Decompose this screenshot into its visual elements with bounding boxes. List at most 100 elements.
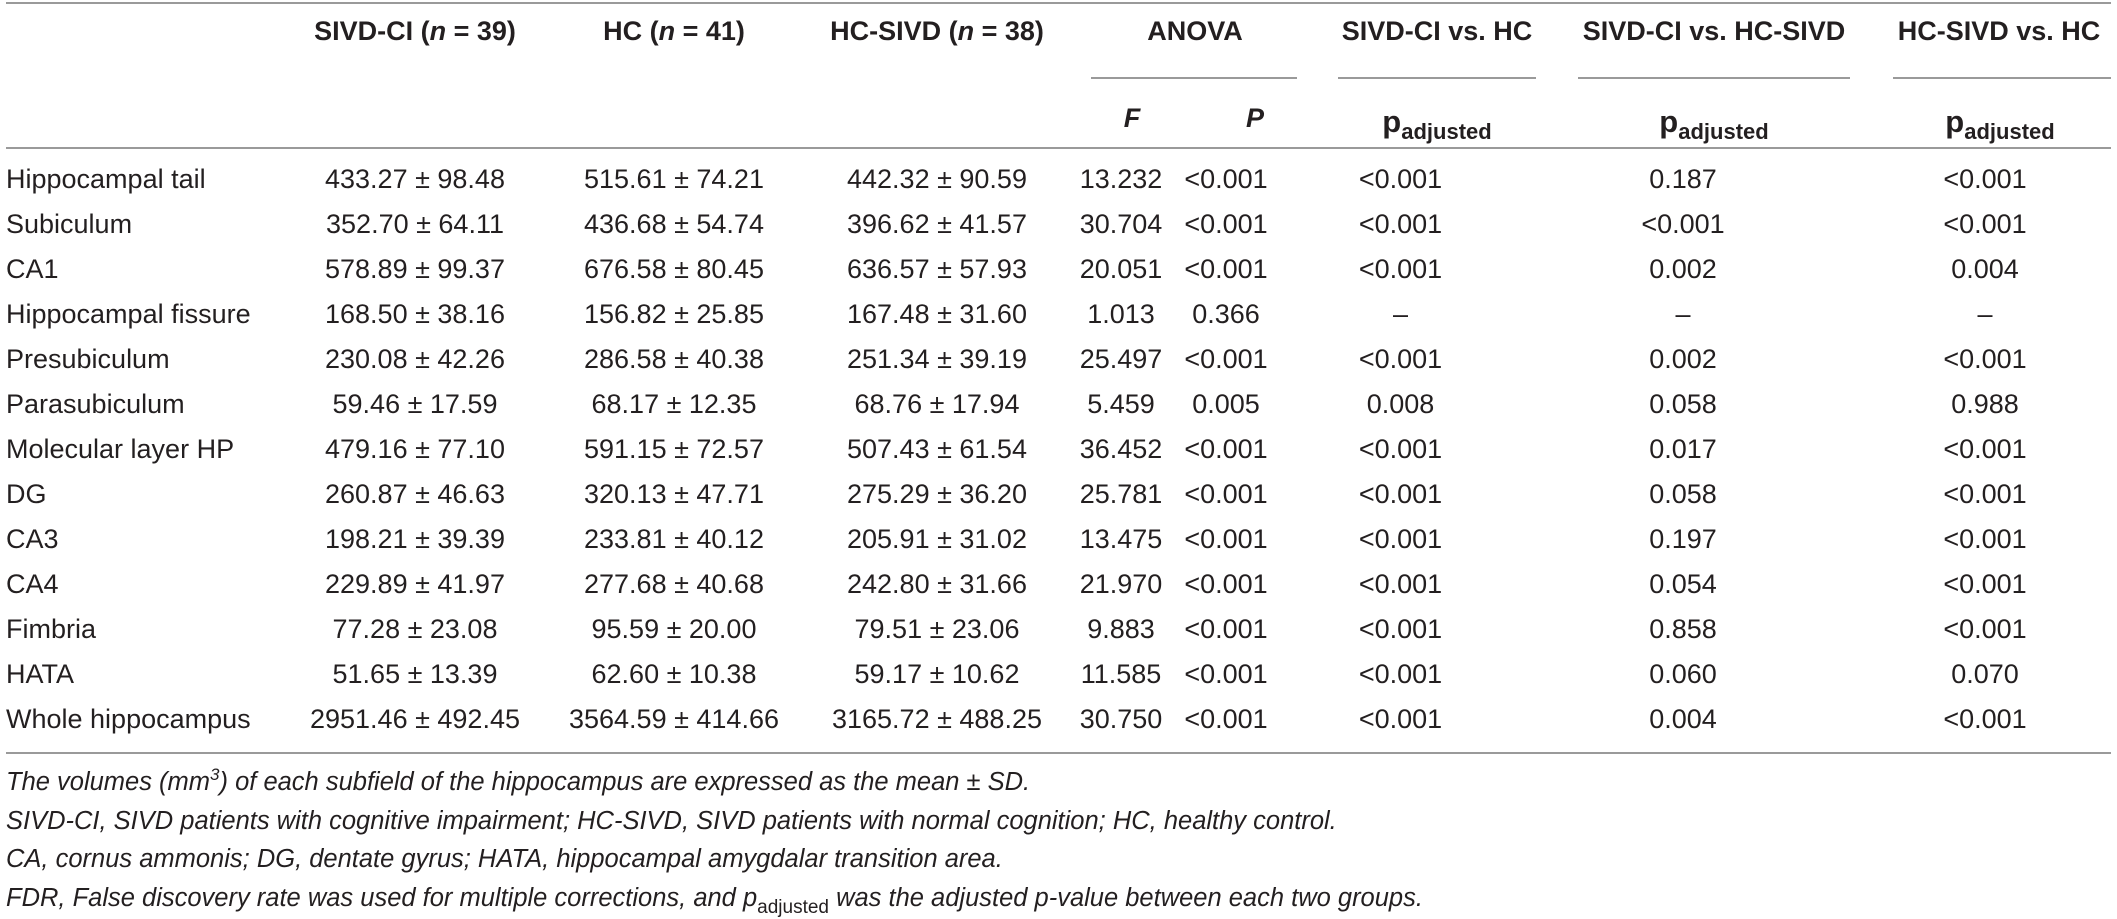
sivd-ci-vs-hc-sivd-p: 0.187 <box>1649 164 1717 194</box>
p-value: <0.001 <box>1184 164 1268 194</box>
hc-sivd-value: 59.17 ± 10.62 <box>854 659 1020 689</box>
hc-sivd-vs-hc-p: 0.070 <box>1951 659 2019 689</box>
hc-sivd-vs-hc-p: <0.001 <box>1943 164 2027 194</box>
sivd-ci-vs-hc-p: <0.001 <box>1358 659 1443 689</box>
hc-sivd-vs-hc-p: – <box>1977 299 1993 329</box>
header-p: P <box>1245 103 1265 133</box>
header-p-adjusted: padjusted <box>1945 104 2055 144</box>
p-value: <0.001 <box>1184 704 1268 734</box>
f-value: 36.452 <box>1079 434 1163 464</box>
sivd-ci-value: 578.89 ± 99.37 <box>325 254 505 284</box>
hc-sivd-value: 442.32 ± 90.59 <box>847 164 1027 194</box>
header-p-adjusted: padjusted <box>1659 104 1769 144</box>
sivd-ci-vs-hc-p: <0.001 <box>1358 254 1443 284</box>
hc-sivd-vs-hc-p: <0.001 <box>1943 524 2027 554</box>
f-value: 30.704 <box>1079 209 1163 239</box>
header-anova: ANOVA <box>1147 16 1243 46</box>
sivd-ci-vs-hc-sivd-p: <0.001 <box>1641 209 1725 239</box>
table-row: DG 260.87 ± 46.63 320.13 ± 47.71 275.29 ± 3… <box>0 472 2117 517</box>
hc-sivd-value: 636.57 ± 57.93 <box>847 254 1027 284</box>
anova-underline <box>1091 77 1297 79</box>
hc-sivd-vs-hc-p: <0.001 <box>1943 614 2027 644</box>
sivd-ci-vs-hc-p: <0.001 <box>1358 524 1443 554</box>
f-value: 13.232 <box>1079 164 1163 194</box>
row-label: CA1 <box>6 254 59 284</box>
sivd-ci-vs-hc-sivd-p: 0.002 <box>1649 344 1717 374</box>
f-value: 1.013 <box>1087 299 1155 329</box>
sivd-ci-vs-hc-sivd-p: 0.002 <box>1649 254 1717 284</box>
sivd-ci-vs-hc-p: <0.001 <box>1358 209 1443 239</box>
header-p-adjusted: padjusted <box>1382 104 1492 144</box>
row-label: HATA <box>6 659 75 689</box>
f-value: 13.475 <box>1079 524 1163 554</box>
sivd-ci-value: 198.21 ± 39.39 <box>325 524 505 554</box>
table-footnotes: The volumes (mm3) of each subfield of th… <box>6 763 1423 917</box>
sivd-ci-vs-hc-p: <0.001 <box>1358 704 1443 734</box>
row-label: Presubiculum <box>6 344 170 374</box>
p-value: <0.001 <box>1184 434 1268 464</box>
table-row: Parasubiculum 59.46 ± 17.59 68.17 ± 12.35 6… <box>0 382 2117 427</box>
f-value: 30.750 <box>1079 704 1163 734</box>
hc-sivd-value: 68.76 ± 17.94 <box>854 389 1020 419</box>
table-bottom-rule <box>6 752 2111 754</box>
table-row: HATA 51.65 ± 13.39 62.60 ± 10.38 59.17 ± 10… <box>0 652 2117 697</box>
header-sivd-ci-vs-hc: SIVD-CI vs. HC <box>1341 16 1533 46</box>
footnote-fdr: FDR, False discovery rate was used for m… <box>6 883 1423 918</box>
row-label: Parasubiculum <box>6 389 185 419</box>
hc-sivd-vs-hc-p: <0.001 <box>1943 434 2027 464</box>
table-row: CA4 229.89 ± 41.97 277.68 ± 40.68 242.80 ± … <box>0 562 2117 607</box>
hc-sivd-value: 242.80 ± 31.66 <box>847 569 1027 599</box>
sivd-ci-vs-hc-sivd-p: 0.058 <box>1649 389 1717 419</box>
table-top-rule <box>6 2 2111 4</box>
sivd-ci-value: 51.65 ± 13.39 <box>332 659 498 689</box>
p-value: <0.001 <box>1184 569 1268 599</box>
p-value: <0.001 <box>1184 479 1268 509</box>
sivd-ci-vs-hc-sivd-p: 0.004 <box>1649 704 1717 734</box>
hc-value: 320.13 ± 47.71 <box>584 479 764 509</box>
hc-sivd-value: 251.34 ± 39.19 <box>847 344 1027 374</box>
table-row: Fimbria 77.28 ± 23.08 95.59 ± 20.00 79.51 ±… <box>0 607 2117 652</box>
p-value: <0.001 <box>1184 209 1268 239</box>
row-label: Molecular layer HP <box>6 434 235 464</box>
sivd-ci-vs-hc-p: <0.001 <box>1358 614 1443 644</box>
table-row: Subiculum 352.70 ± 64.11 436.68 ± 54.74 396… <box>0 202 2117 247</box>
hc-sivd-vs-hc-p: <0.001 <box>1943 344 2027 374</box>
footnote-units: The volumes (mm3) of each subfield of th… <box>6 765 1031 796</box>
f-value: 25.497 <box>1079 344 1163 374</box>
table-row: Hippocampal fissure 168.50 ± 38.16 156.82 … <box>0 292 2117 337</box>
hc-sivd-value: 3165.72 ± 488.25 <box>831 704 1042 734</box>
hc-value: 62.60 ± 10.38 <box>591 659 757 689</box>
hc-sivd-value: 167.48 ± 31.60 <box>847 299 1027 329</box>
p-value: <0.001 <box>1184 254 1268 284</box>
f-value: 11.585 <box>1080 659 1162 689</box>
p-value: <0.001 <box>1184 659 1268 689</box>
cmp3-underline <box>1893 77 2111 79</box>
header-hc-sivd: HC-SIVD (n = 38) <box>830 16 1044 46</box>
f-value: 21.970 <box>1079 569 1163 599</box>
sivd-ci-vs-hc-p: – <box>1392 299 1409 329</box>
footnote-abbrev-groups: SIVD-CI, SIVD patients with cognitive im… <box>6 806 1337 835</box>
hc-sivd-value: 205.91 ± 31.02 <box>847 524 1027 554</box>
hc-value: 515.61 ± 74.21 <box>584 164 764 194</box>
sivd-ci-vs-hc-p: 0.008 <box>1366 389 1435 419</box>
sivd-ci-vs-hc-sivd-p: 0.858 <box>1649 614 1717 644</box>
hc-sivd-vs-hc-p: <0.001 <box>1943 704 2027 734</box>
hc-value: 95.59 ± 20.00 <box>591 614 757 644</box>
sivd-ci-value: 433.27 ± 98.48 <box>325 164 505 194</box>
hc-sivd-vs-hc-p: <0.001 <box>1943 479 2027 509</box>
hc-value: 286.58 ± 40.38 <box>584 344 764 374</box>
cmp2-underline <box>1578 77 1850 79</box>
sivd-ci-value: 2951.46 ± 492.45 <box>309 704 520 734</box>
p-value: 0.366 <box>1192 299 1260 329</box>
hc-value: 436.68 ± 54.74 <box>584 209 764 239</box>
sivd-ci-value: 168.50 ± 38.16 <box>325 299 505 329</box>
sivd-ci-value: 229.89 ± 41.97 <box>325 569 505 599</box>
table-row: Whole hippocampus 2951.46 ± 492.45 3564.59… <box>0 697 2117 742</box>
header-hc: HC (n = 41) <box>603 16 745 46</box>
sivd-ci-vs-hc-p: <0.001 <box>1358 434 1443 464</box>
hc-sivd-vs-hc-p: 0.004 <box>1951 254 2019 284</box>
table-row: Molecular layer HP 479.16 ± 77.10 591.15 ±… <box>0 427 2117 472</box>
hc-value: 676.58 ± 80.45 <box>584 254 764 284</box>
sivd-ci-value: 59.46 ± 17.59 <box>332 389 498 419</box>
f-value: 20.051 <box>1079 254 1163 284</box>
